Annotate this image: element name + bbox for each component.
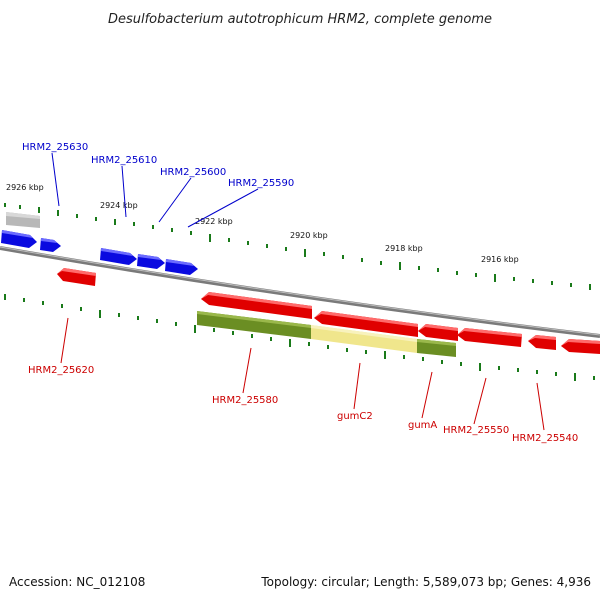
gene-guma[interactable] [417,339,456,357]
gene-label[interactable]: HRM2_25590 [228,178,294,189]
gene-label[interactable]: HRM2_25620 [28,365,94,376]
gene-hrm2-25620[interactable] [57,268,96,286]
lower-scale-ticks [4,294,595,381]
gene-label[interactable]: HRM2_25630 [22,142,88,153]
gene-label[interactable]: HRM2_25540 [512,433,578,444]
genome-backbone-highlight [0,246,600,336]
upper-scale-ticks [4,203,591,290]
kbp-label: 2920 kbp [290,231,328,240]
gene-partial-red-right[interactable] [561,339,600,354]
gene-gumc2[interactable] [311,325,417,353]
map-title: Desulfobacterium autotrophicum HRM2, com… [108,12,492,27]
gene-label[interactable]: HRM2_25600 [160,167,226,178]
kbp-label: 2926 kbp [6,183,44,192]
gene-hrm2-25600[interactable] [137,254,165,269]
gene-guma-top[interactable] [418,324,458,341]
genome-backbone [0,246,600,338]
kbp-label: 2924 kbp [100,201,138,210]
gene-label[interactable]: HRM2_25550 [443,425,509,436]
gene-hrm2-25620-fwd[interactable] [40,238,61,252]
gene-hrm2-25610[interactable] [100,248,137,265]
gene-hrm2-25630[interactable] [1,230,37,248]
accession-text: Accession: NC_012108 [9,575,145,589]
bottom-leader-lines [60,317,545,431]
gene-hrm2-25590[interactable] [165,259,198,275]
gene-label[interactable]: gumC2 [337,411,373,422]
gene-hrm2-25580-top[interactable] [201,292,312,319]
gene-label[interactable]: HRM2_25610 [91,155,157,166]
gene-hrm2-25540[interactable] [528,335,556,350]
kbp-label: 2918 kbp [385,244,423,253]
gene-partial-gray[interactable] [6,212,40,228]
gene-label[interactable]: gumA [408,420,437,431]
gene-label[interactable]: HRM2_25580 [212,395,278,406]
genome-summary-text: Topology: circular; Length: 5,589,073 bp… [260,575,591,589]
top-leader-lines [51,152,259,228]
gene-hrm2-25580[interactable] [197,311,311,339]
kbp-label: 2916 kbp [481,255,519,264]
gene-hrm2-25550[interactable] [457,328,522,347]
gene-gumc2-top[interactable] [314,311,418,337]
kbp-label: 2922 kbp [195,217,233,226]
